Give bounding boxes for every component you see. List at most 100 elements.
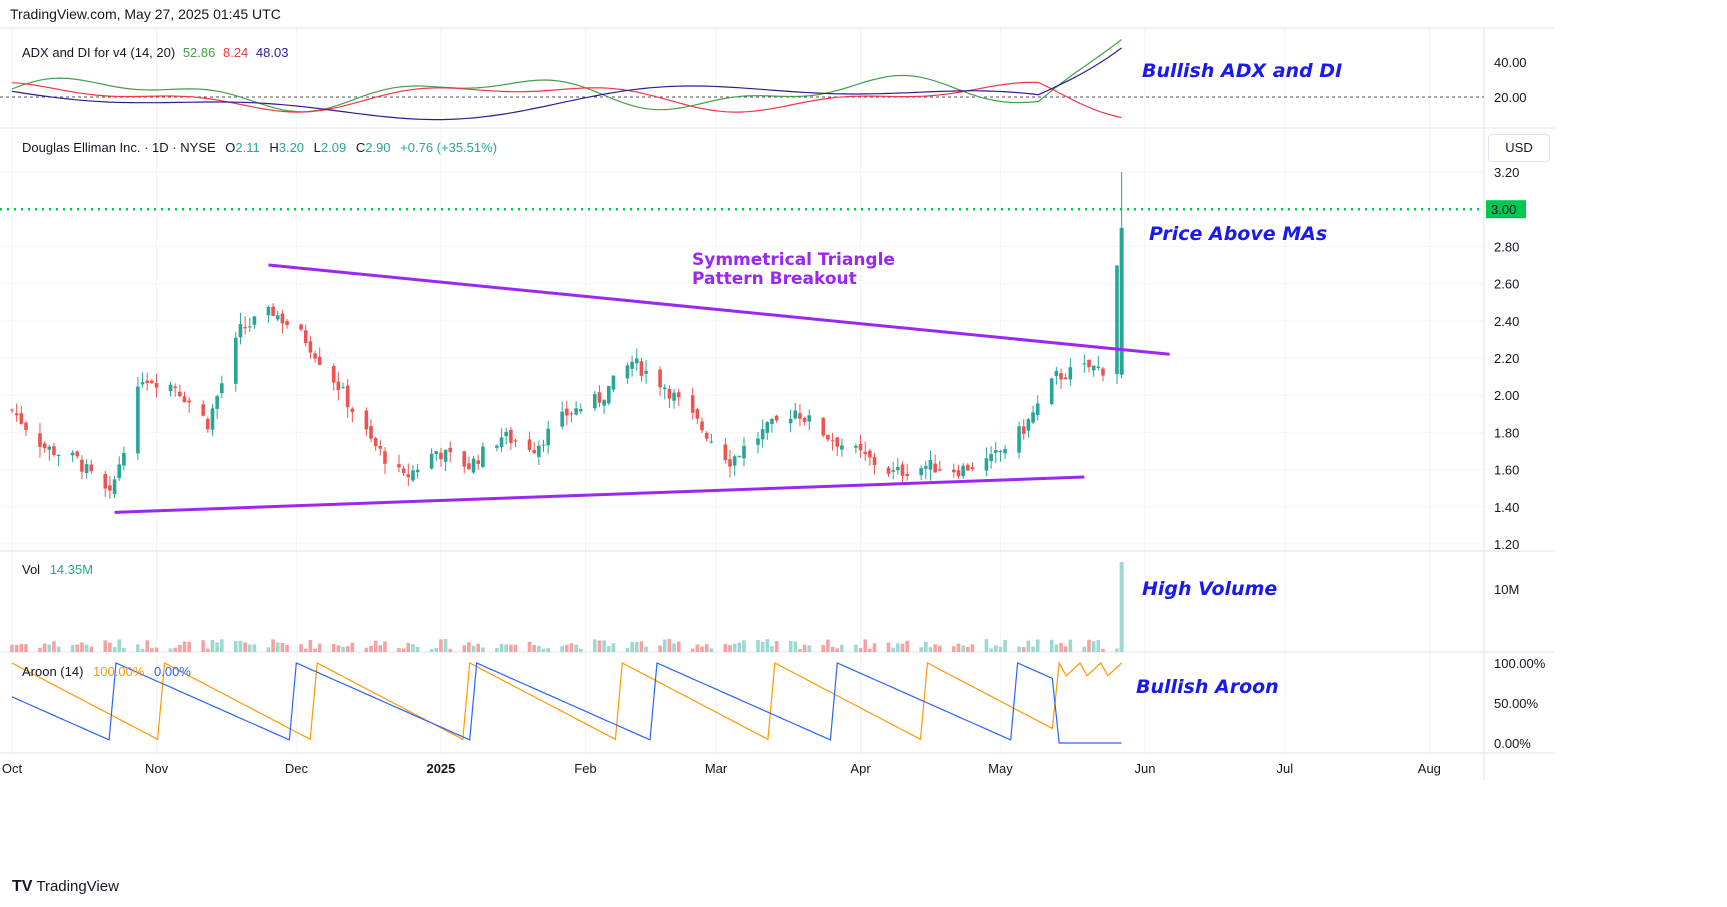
volume-bar [10, 644, 14, 652]
volume-bar [448, 648, 453, 652]
adx-axis-label: 40.00 [1494, 55, 1527, 70]
tradingview-logo[interactable]: TV TradingView [12, 878, 119, 896]
volume-bar [1115, 648, 1119, 652]
candle-body [1035, 403, 1040, 416]
volume-bar [238, 640, 243, 652]
currency-button[interactable]: USD [1488, 134, 1550, 162]
adx-series [0, 39, 1484, 121]
candle-body [369, 425, 373, 439]
volume-bar [1063, 646, 1068, 652]
volume-bar [47, 644, 52, 652]
volume-bar [704, 644, 709, 652]
volume-bar [639, 641, 644, 652]
volume-bar [723, 643, 728, 652]
volume-bar [634, 641, 639, 652]
candle-body [569, 413, 574, 415]
volume-bar [1003, 639, 1007, 652]
candle-body [695, 409, 700, 419]
low-value: 2.09 [320, 140, 347, 155]
candle-body [984, 458, 989, 471]
time-axis-label: Oct [2, 761, 23, 776]
volume-bar [89, 646, 94, 652]
candle-body [271, 306, 275, 316]
volume-bar [690, 648, 695, 652]
candle-body [89, 464, 94, 472]
volume-bar [798, 648, 802, 652]
candle-body [1021, 426, 1026, 434]
volume-bar [178, 644, 182, 652]
price-legend[interactable]: Douglas Elliman Inc. · 1D · NYSE O2.11 H… [22, 140, 497, 155]
adx-legend[interactable]: ADX and DI for v4 (14, 20) 52.86 8.24 48… [22, 45, 288, 60]
pattern-label: Symmetrical Triangle Pattern Breakout [692, 251, 895, 289]
volume-bar [103, 640, 108, 652]
volume-bar [369, 645, 373, 652]
volume-bar [1017, 646, 1021, 652]
price-axis-label: 1.20 [1494, 537, 1519, 552]
volume-bar [136, 644, 140, 652]
candle-body [952, 469, 956, 473]
candle-body [112, 479, 117, 495]
volume-bar [863, 639, 868, 652]
minus-di-line [11, 81, 1122, 119]
volume-bar [504, 644, 509, 652]
volume-bar [709, 648, 714, 652]
volume-bar [961, 645, 965, 652]
volume-bar [770, 646, 774, 652]
volume-bar [80, 642, 84, 652]
candle-body [565, 408, 569, 416]
volume-bar [821, 645, 826, 652]
adx-value: 48.03 [255, 45, 289, 60]
candle-body [252, 316, 257, 325]
volume-bar [1031, 646, 1035, 652]
candle-body [345, 385, 350, 408]
high-label: H [269, 140, 279, 155]
candle-body [723, 444, 728, 461]
volume-bar [331, 644, 336, 652]
candle-body [662, 387, 667, 390]
volume-bar [271, 639, 275, 652]
volume-bar [662, 639, 667, 652]
volume-bar [928, 647, 933, 652]
time-axis-label: 2025 [426, 761, 455, 776]
candle-body [868, 450, 872, 458]
candle-body [313, 353, 317, 359]
volume-bar [793, 641, 798, 652]
candle-body [541, 444, 546, 446]
candle-body [52, 446, 56, 455]
volume-bar [117, 639, 122, 652]
aroon-legend[interactable]: Aroon (14) 100.00% 0.00% [22, 664, 191, 679]
volume-bar [1096, 639, 1101, 652]
volume-bar [1021, 647, 1026, 652]
candle-body [574, 408, 578, 415]
candle-body [481, 446, 485, 468]
volume-bar [187, 641, 191, 652]
volume-bar [145, 640, 150, 652]
volume-legend[interactable]: Vol 14.35M [22, 562, 93, 577]
aroon-axis-label: 50.00% [1494, 696, 1539, 711]
candle-body [630, 361, 634, 369]
candle-body [667, 388, 672, 399]
volume-bar [303, 648, 308, 652]
volume-bar [993, 645, 998, 652]
volume-bar [602, 640, 606, 652]
open-value: 2.11 [235, 140, 260, 155]
candle-body [70, 452, 75, 456]
volume-bar [476, 643, 481, 652]
volume-bar [574, 644, 578, 652]
candle-body [770, 418, 774, 424]
candle-body [182, 396, 187, 403]
volume-bar [220, 639, 224, 652]
volume-bar [201, 640, 205, 652]
candle-body [998, 450, 1003, 453]
candle-body [10, 409, 14, 411]
candle-body [993, 450, 998, 453]
candle-body [1087, 359, 1091, 368]
candle-body [597, 392, 602, 403]
volume-bar [592, 639, 597, 652]
candle-body [900, 464, 905, 476]
aroon-title: Aroon (14) [22, 664, 84, 679]
volume-bar [919, 647, 923, 652]
volume-bar [173, 647, 177, 652]
candle-body [872, 456, 877, 466]
volume-bar [481, 647, 485, 652]
